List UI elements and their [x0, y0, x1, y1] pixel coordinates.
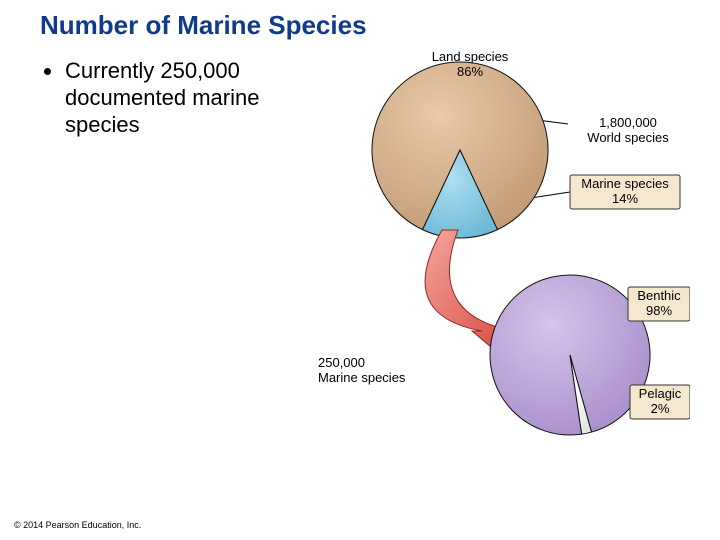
label-value: 98%: [628, 304, 690, 319]
world-species-pie: [372, 62, 548, 238]
label-value: 250,000: [318, 355, 448, 370]
world-species-annotation: 1,800,000 World species: [568, 115, 688, 145]
label-text: Pelagic: [630, 387, 690, 402]
label-value: 14%: [570, 192, 680, 207]
label-text: Land species: [410, 49, 530, 64]
bullet-dot-icon: [44, 68, 51, 75]
slide: { "title": { "text": "Number of Marine S…: [0, 0, 720, 540]
species-pie-figure: Land species 86% 1,800,000 World species…: [300, 55, 690, 455]
marine-species-pie: [490, 275, 650, 435]
copyright-notice: © 2014 Pearson Education, Inc.: [14, 520, 141, 530]
bullet-item: Currently 250,000 documented marine spec…: [44, 58, 294, 138]
benthic-label: Benthic 98%: [628, 287, 690, 319]
marine-species-label: Marine species 14%: [570, 175, 680, 207]
label-value: 2%: [630, 402, 690, 417]
land-species-label: Land species 86%: [410, 49, 530, 79]
label-value: 86%: [410, 64, 530, 79]
pelagic-label: Pelagic 2%: [630, 385, 690, 417]
bullet-text: Currently 250,000 documented marine spec…: [65, 58, 294, 138]
label-text: Marine species: [570, 177, 680, 192]
label-text: Marine species: [318, 370, 448, 385]
slide-title: Number of Marine Species: [40, 10, 367, 41]
label-text: Benthic: [628, 289, 690, 304]
label-value: 1,800,000: [568, 115, 688, 130]
arrow-annotation: 250,000 Marine species: [318, 355, 448, 385]
label-text: World species: [568, 130, 688, 145]
